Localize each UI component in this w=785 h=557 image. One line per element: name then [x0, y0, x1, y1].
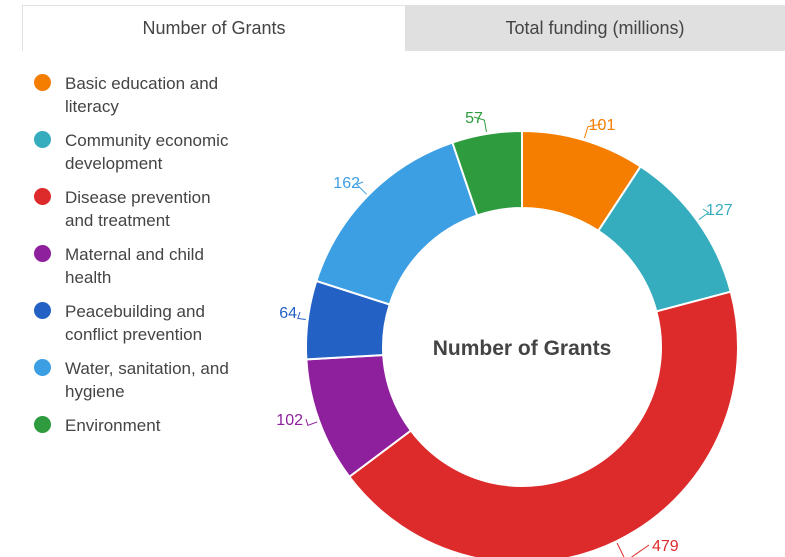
legend-item-peacebuilding[interactable]: Peacebuilding and conflict prevention — [34, 300, 264, 346]
legend-label: Basic education and literacy — [65, 74, 219, 116]
chart-legend: Basic education and literacy Community ec… — [34, 72, 264, 448]
donut-slice-environment[interactable] — [451, 129, 523, 217]
data-label-connector — [583, 123, 603, 139]
legend-label: Environment — [65, 416, 161, 435]
legend-label: Maternal and child health — [65, 245, 204, 287]
data-label-connector — [473, 116, 487, 133]
legend-item-water-sanitation[interactable]: Water, sanitation, and hygiene — [34, 357, 264, 403]
legend-item-basic-education[interactable]: Basic education and literacy — [34, 72, 264, 118]
donut-center-label: Number of Grants — [433, 337, 612, 360]
legend-swatch — [34, 416, 51, 433]
donut-slice-disease-prevention[interactable] — [347, 290, 739, 557]
legend-item-maternal-child[interactable]: Maternal and child health — [34, 243, 264, 289]
legend-item-community-economic[interactable]: Community economic development — [34, 129, 264, 175]
data-label-community-economic: 127 — [706, 202, 733, 219]
legend-swatch — [34, 188, 51, 205]
legend-swatch — [34, 359, 51, 376]
data-label-connector — [297, 311, 306, 320]
data-label-connector — [616, 542, 650, 557]
chart-tabs: Number of Grants Total funding (millions… — [22, 5, 785, 51]
data-label-peacebuilding: 64 — [279, 305, 297, 322]
data-label-water-sanitation: 162 — [333, 175, 360, 192]
legend-item-environment[interactable]: Environment — [34, 414, 264, 437]
legend-label: Disease prevention and treatment — [65, 188, 211, 230]
data-label-environment: 57 — [465, 110, 483, 127]
data-label-basic-education: 101 — [589, 117, 616, 134]
legend-swatch — [34, 74, 51, 91]
legend-swatch — [34, 131, 51, 148]
legend-item-disease-prevention[interactable]: Disease prevention and treatment — [34, 186, 264, 232]
data-label-maternal-child: 102 — [276, 412, 303, 429]
legend-label: Peacebuilding and conflict prevention — [65, 302, 205, 344]
donut-slice-water-sanitation[interactable] — [315, 141, 479, 306]
data-label-disease-prevention: 479 — [652, 538, 679, 555]
legend-label: Community economic development — [65, 131, 229, 173]
legend-swatch — [34, 245, 51, 262]
data-label-connector — [698, 208, 710, 220]
legend-swatch — [34, 302, 51, 319]
data-label-connector — [305, 418, 318, 427]
tab-total-funding[interactable]: Total funding (millions) — [405, 5, 785, 51]
data-label-connector — [355, 181, 367, 195]
legend-label: Water, sanitation, and hygiene — [65, 359, 229, 401]
tab-number-of-grants[interactable]: Number of Grants — [22, 5, 405, 51]
